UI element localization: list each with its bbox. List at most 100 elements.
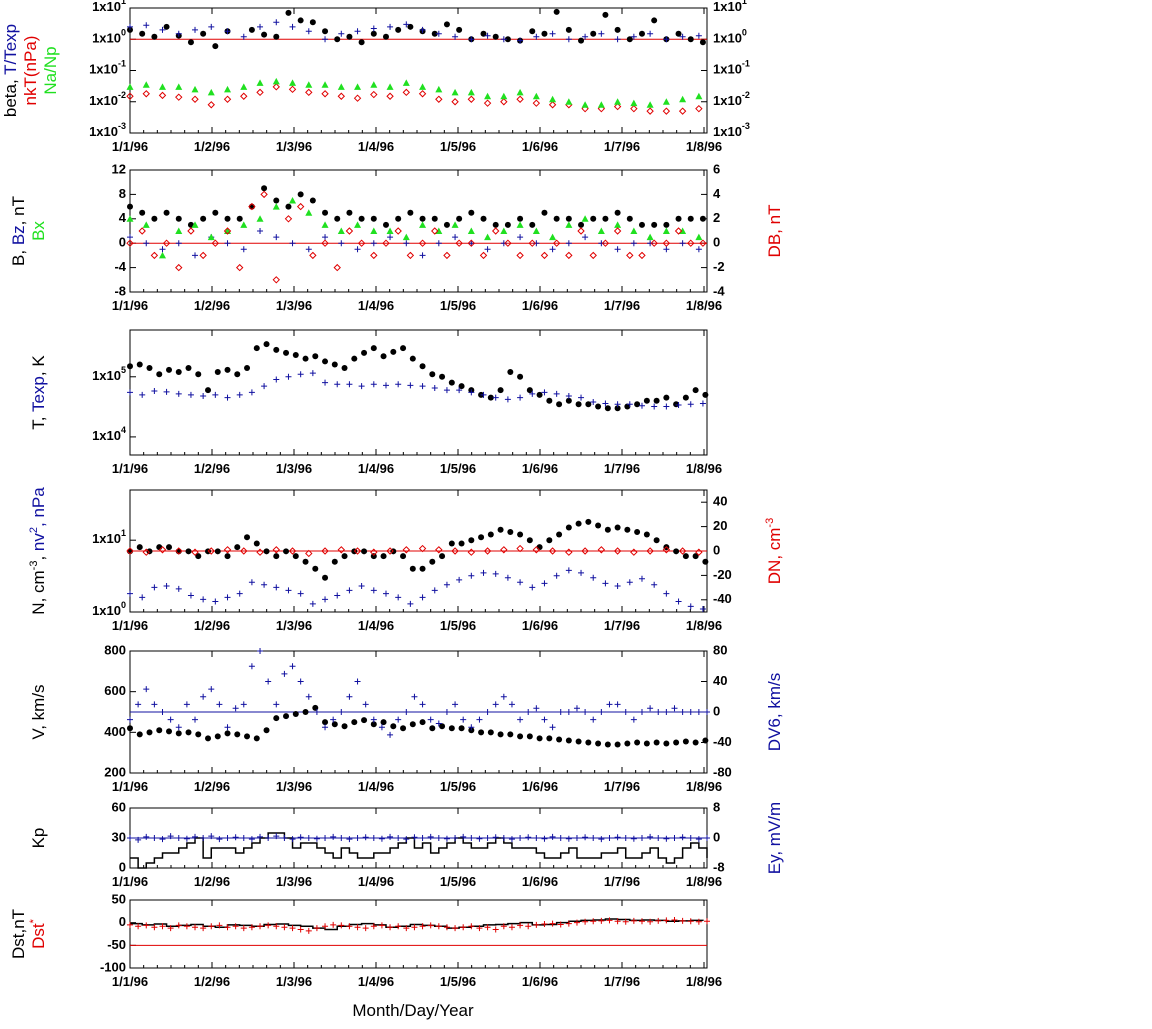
data-point <box>407 23 414 30</box>
data-point <box>214 548 221 555</box>
data-point <box>653 537 660 544</box>
data-point <box>234 371 241 378</box>
data-point <box>175 215 182 222</box>
y2-tick-label: 0 <box>713 542 720 557</box>
data-point <box>435 240 442 247</box>
data-point <box>285 587 292 594</box>
data-point <box>452 925 459 932</box>
data-point <box>536 735 543 742</box>
series-green <box>126 77 703 108</box>
data-point <box>525 834 532 841</box>
data-point <box>602 215 609 222</box>
data-point <box>361 717 368 724</box>
data-point <box>565 240 572 247</box>
data-point <box>261 185 268 192</box>
data-point <box>565 737 572 744</box>
data-point <box>624 403 631 410</box>
y2-tick-label: 1x101 <box>713 0 747 14</box>
data-point <box>624 526 631 533</box>
y2-tick-label: -2 <box>713 259 725 274</box>
data-point <box>297 191 304 198</box>
data-point <box>663 740 670 747</box>
data-point <box>302 709 309 715</box>
series-red <box>126 190 707 284</box>
data-point <box>224 730 231 737</box>
data-point <box>142 548 150 556</box>
data-point <box>309 251 317 260</box>
data-point <box>638 30 645 37</box>
series-blue <box>127 228 702 259</box>
x-tick-label: 1/8/96 <box>686 618 722 633</box>
data-point <box>419 215 426 222</box>
data-point <box>528 239 536 247</box>
y2-tick-label: 40 <box>713 673 727 688</box>
y-tick-label: 1x100 <box>92 600 126 618</box>
data-point <box>695 233 703 241</box>
data-point <box>626 215 633 222</box>
data-point <box>395 381 402 388</box>
data-point <box>613 227 622 235</box>
data-point <box>597 101 605 108</box>
data-point <box>526 733 533 740</box>
y2-tick-label: -80 <box>713 764 732 779</box>
data-point <box>236 391 243 398</box>
data-point <box>643 397 650 404</box>
data-point <box>159 83 167 90</box>
data-point <box>452 234 459 241</box>
data-point <box>476 716 483 723</box>
data-point <box>370 30 377 37</box>
data-point <box>500 98 508 106</box>
data-point <box>370 240 377 247</box>
y-tick-label: 600 <box>104 683 126 698</box>
data-point <box>585 518 592 525</box>
series-blue <box>127 833 710 843</box>
data-point <box>312 353 319 360</box>
data-point <box>273 584 280 591</box>
x-tick-label: 1/5/96 <box>440 874 476 889</box>
plot-frame <box>129 7 708 134</box>
y-tick-label: -100 <box>100 959 126 974</box>
data-point <box>480 391 487 398</box>
y-axis-label: Dst,nT <box>9 909 28 959</box>
data-point <box>604 741 611 748</box>
y-tick-label: 1x105 <box>92 365 126 383</box>
y-axis-label-part: V, km/s <box>29 684 48 739</box>
data-point <box>435 923 442 930</box>
data-point <box>674 227 683 235</box>
data-point <box>578 394 585 401</box>
data-point <box>553 8 560 15</box>
data-point <box>673 548 680 555</box>
data-point <box>322 209 329 216</box>
data-point <box>419 83 427 90</box>
y2-axis-label-part: DN, cm <box>765 528 784 585</box>
data-point <box>418 90 427 98</box>
kp-panel: 1/1/96 1/2/96 1/3/96 1/4/96 1/5/96 1/6/96 1/7/… <box>29 799 784 889</box>
data-point <box>216 836 223 843</box>
y-tick-label: -4 <box>114 259 126 274</box>
data-point <box>595 740 602 747</box>
data-point <box>448 379 455 386</box>
data-point <box>240 221 248 228</box>
data-point <box>630 548 638 556</box>
data-point <box>557 835 564 841</box>
data-point <box>244 364 251 371</box>
data-point <box>582 834 589 841</box>
series-red <box>126 83 703 115</box>
data-point <box>175 30 182 37</box>
data-point <box>638 221 645 228</box>
data-point <box>581 215 589 222</box>
data-point <box>634 529 641 536</box>
data-point <box>646 107 654 115</box>
data-point <box>263 341 270 348</box>
data-point <box>183 923 190 930</box>
n-panel: 1/1/96 1/2/96 1/3/96 1/4/96 1/5/96 1/6/96 1/7/… <box>28 487 784 633</box>
data-point <box>337 83 345 90</box>
data-point <box>541 580 548 587</box>
data-point <box>429 725 436 732</box>
data-point <box>582 33 589 40</box>
data-point <box>127 921 133 928</box>
x-tick-label: 1/6/96 <box>522 461 558 476</box>
data-point <box>476 925 483 932</box>
data-point <box>565 36 572 43</box>
y-tick-label: 1x101 <box>92 529 126 547</box>
